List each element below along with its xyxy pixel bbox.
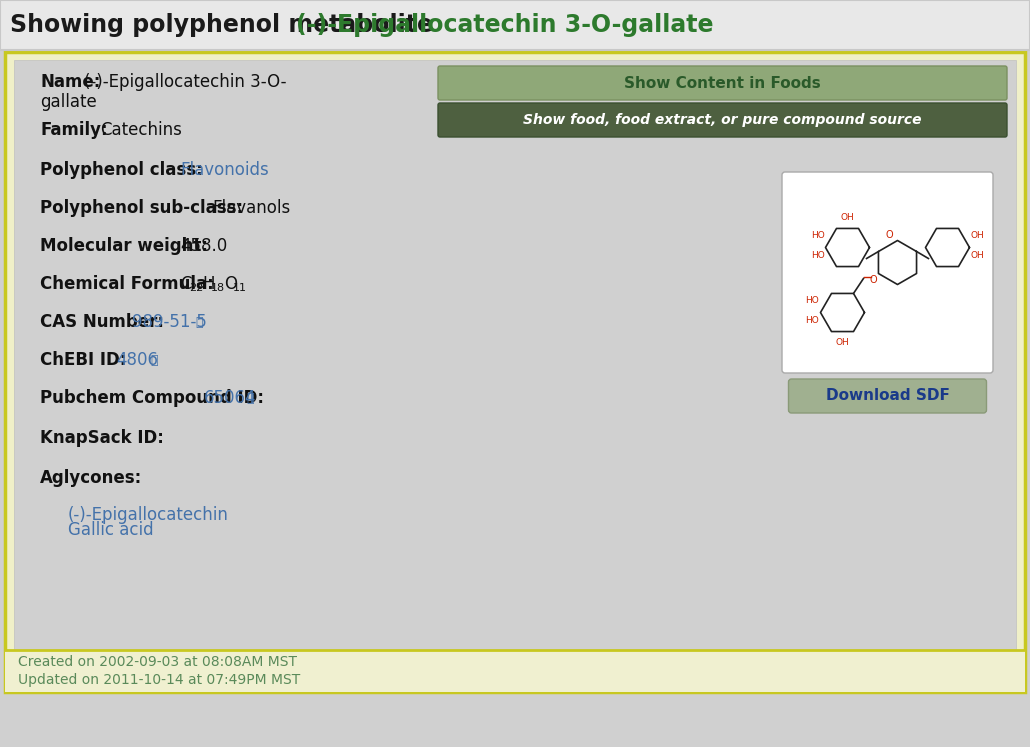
FancyBboxPatch shape — [789, 379, 987, 413]
FancyBboxPatch shape — [438, 103, 1007, 137]
FancyBboxPatch shape — [14, 60, 1016, 650]
Text: Chemical Formula:: Chemical Formula: — [40, 275, 214, 293]
Text: 65064: 65064 — [204, 389, 256, 407]
Text: HO: HO — [811, 231, 824, 240]
Text: ⧉: ⧉ — [150, 355, 159, 368]
Text: Show Content in Foods: Show Content in Foods — [624, 75, 821, 90]
Text: 22: 22 — [188, 283, 203, 293]
Text: OH: OH — [970, 251, 985, 260]
Text: gallate: gallate — [40, 93, 97, 111]
FancyBboxPatch shape — [5, 650, 1025, 692]
Text: Name:: Name: — [40, 73, 100, 91]
Text: Flavonoids: Flavonoids — [180, 161, 269, 179]
Text: HO: HO — [805, 316, 820, 325]
FancyBboxPatch shape — [5, 52, 1025, 692]
Text: (-)-Epigallocatechin: (-)-Epigallocatechin — [68, 506, 229, 524]
Text: Catechins: Catechins — [100, 121, 182, 139]
Text: ⧉: ⧉ — [246, 392, 253, 406]
Text: Molecular weight:: Molecular weight: — [40, 237, 208, 255]
Text: OH: OH — [840, 213, 854, 222]
Text: 18: 18 — [211, 283, 226, 293]
Text: ChEBI ID:: ChEBI ID: — [40, 351, 127, 369]
Text: O: O — [869, 276, 878, 285]
Text: ⧉: ⧉ — [196, 317, 203, 329]
Text: H: H — [202, 275, 214, 293]
Text: CAS Number:: CAS Number: — [40, 313, 164, 331]
Text: (-)-Epigallocatechin 3-O-gallate: (-)-Epigallocatechin 3-O-gallate — [296, 13, 714, 37]
Text: Aglycones:: Aglycones: — [40, 469, 142, 487]
Text: 11: 11 — [233, 283, 247, 293]
Text: Family:: Family: — [40, 121, 107, 139]
Text: HO: HO — [811, 251, 824, 260]
Text: HO: HO — [805, 296, 820, 305]
Text: OH: OH — [970, 231, 985, 240]
FancyBboxPatch shape — [438, 66, 1007, 100]
Text: Created on 2002-09-03 at 08:08AM MST: Created on 2002-09-03 at 08:08AM MST — [18, 655, 297, 669]
Text: O: O — [886, 231, 893, 241]
Text: KnapSack ID:: KnapSack ID: — [40, 429, 164, 447]
Text: Download SDF: Download SDF — [826, 388, 950, 403]
Text: Pubchem Compound ID:: Pubchem Compound ID: — [40, 389, 264, 407]
Text: C: C — [180, 275, 192, 293]
Text: Polyphenol sub-class:: Polyphenol sub-class: — [40, 199, 243, 217]
Text: OH: OH — [835, 338, 850, 347]
Text: Show food, food extract, or pure compound source: Show food, food extract, or pure compoun… — [523, 113, 922, 127]
FancyBboxPatch shape — [782, 172, 993, 373]
Text: 989-51-5: 989-51-5 — [132, 313, 207, 331]
Text: O: O — [224, 275, 237, 293]
Text: 458.0: 458.0 — [180, 237, 228, 255]
Text: 4806: 4806 — [116, 351, 158, 369]
Text: Showing polyphenol metabolite: Showing polyphenol metabolite — [10, 13, 441, 37]
Text: Gallic acid: Gallic acid — [68, 521, 153, 539]
Text: Flavanols: Flavanols — [212, 199, 290, 217]
Text: Polyphenol class:: Polyphenol class: — [40, 161, 203, 179]
Text: (-)-Epigallocatechin 3-O-: (-)-Epigallocatechin 3-O- — [84, 73, 286, 91]
Text: Updated on 2011-10-14 at 07:49PM MST: Updated on 2011-10-14 at 07:49PM MST — [18, 673, 301, 687]
FancyBboxPatch shape — [0, 0, 1030, 50]
